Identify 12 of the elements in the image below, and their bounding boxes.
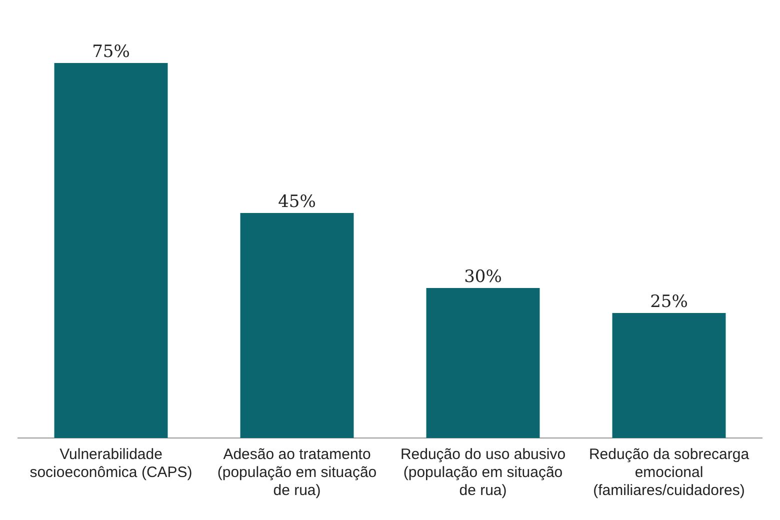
data-label: 75% [92,42,130,62]
bar [426,288,540,438]
x-tick-label: Redução da sobrecarga emocional (familiares/cuidadores) [588,446,750,500]
x-tick-label: Redução do uso abusivo (população em situação de rua) [400,446,566,500]
data-label: 30% [464,266,502,287]
x-tick-label: Adesão ao tratamento (população em situação de rua) [217,446,377,500]
bar [54,63,168,438]
x-tick-label: Vulnerabilidade socioeconômica (CAPS) [30,446,192,482]
data-label: 25% [650,292,688,312]
bar [612,313,726,438]
bar [240,213,354,438]
data-label: 45% [278,192,316,212]
